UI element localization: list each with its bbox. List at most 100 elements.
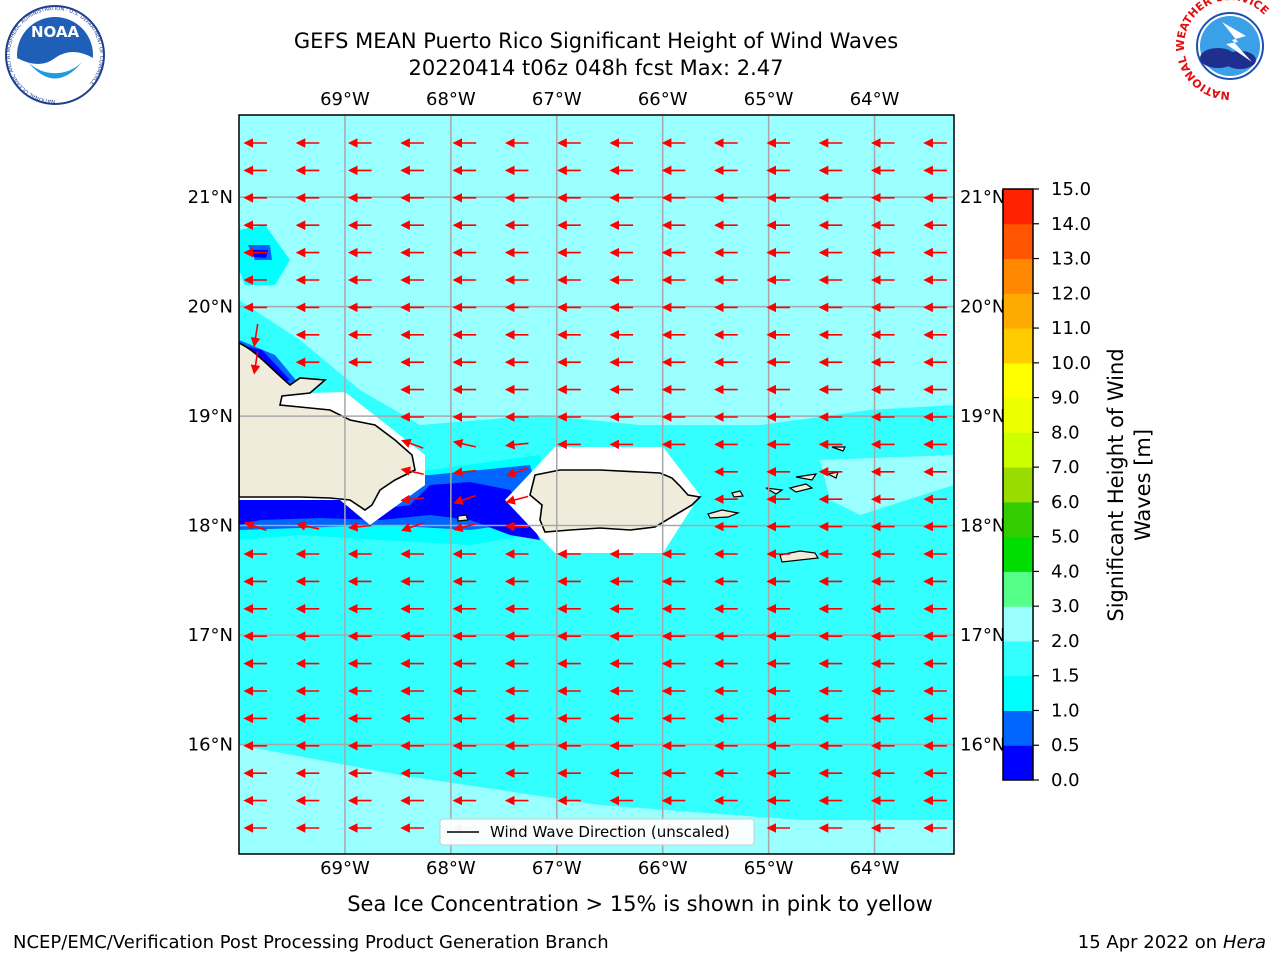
colorbar-tick-label: 14.0	[1051, 214, 1091, 235]
lat-label-right: 20°N	[960, 297, 1005, 318]
arrow-legend: Wind Wave Direction (unscaled)	[439, 818, 755, 846]
colorbar-segment	[1003, 640, 1033, 677]
mona-island	[457, 514, 469, 522]
legend-label: Wind Wave Direction (unscaled)	[490, 823, 730, 841]
colorbar-tick-label: 15.0	[1051, 179, 1091, 200]
wind-arrow	[401, 522, 424, 533]
lat-label-left: 20°N	[188, 297, 233, 318]
puerto-rico-land	[529, 469, 702, 533]
lon-label: 65°W	[744, 89, 794, 110]
st-john-island	[788, 483, 814, 493]
colorbar-tick-label: 1.5	[1051, 666, 1080, 687]
noaa-logo: NOAA NATIONAL OCEANIC AND ATMOSPHERIC AD…	[5, 5, 105, 105]
lon-label: 67°W	[532, 89, 582, 110]
wind-arrow	[401, 438, 424, 449]
lat-label-right: 16°N	[960, 735, 1005, 756]
colorbar-tick-label: 0.0	[1051, 770, 1080, 791]
map-frame	[238, 114, 955, 855]
noaa-logo-text: NOAA	[31, 23, 80, 41]
lon-labels-top: 69°W 68°W 67°W 66°W 65°W 64°W	[320, 89, 900, 110]
colorbar-segment	[1003, 745, 1033, 781]
colorbar-segment	[1003, 675, 1033, 711]
colorbar-tick-label: 12.0	[1051, 283, 1091, 304]
lat-labels-left: 21°N 20°N 19°N 18°N 17°N 16°N	[188, 187, 233, 755]
lat-label-right: 19°N	[960, 406, 1005, 427]
wind-arrow	[504, 521, 529, 532]
colorbar-segment	[1003, 571, 1033, 607]
wave-zone-passage-inner	[239, 482, 540, 540]
wind-wave-arrows	[243, 138, 947, 833]
wind-arrow	[400, 494, 424, 505]
colorbar-tick-label: 10.0	[1051, 353, 1091, 374]
wind-arrow	[453, 494, 476, 505]
colorbar-tick-label: 2.0	[1051, 631, 1080, 652]
footer-date-text: 15 Apr 2022 on	[1077, 932, 1223, 953]
sea-ice-caption: Sea Ice Concentration > 15% is shown in …	[347, 892, 933, 916]
colorbar-tick-label: 3.0	[1051, 596, 1080, 617]
lat-label-left: 18°N	[188, 516, 233, 537]
colorbar-tick-label: 1.0	[1051, 700, 1080, 721]
colorbar-segment	[1003, 467, 1033, 503]
colorbar-tick-label: 7.0	[1051, 457, 1080, 478]
colorbar-tick-label: 5.0	[1051, 527, 1080, 548]
lon-label: 64°W	[850, 858, 900, 879]
colorbar-segment	[1003, 710, 1033, 746]
colorbar-label-line2: Waves [m]	[1131, 429, 1155, 541]
lon-label: 65°W	[744, 858, 794, 879]
colorbar-segment	[1003, 397, 1033, 433]
colorbar-segment	[1003, 501, 1033, 538]
lon-label: 67°W	[532, 858, 582, 879]
wave-zone-east	[820, 455, 954, 515]
wind-arrow	[504, 439, 529, 450]
lat-label-right: 17°N	[960, 625, 1005, 646]
colorbar-tick-label: 9.0	[1051, 388, 1080, 409]
lat-label-left: 16°N	[188, 735, 233, 756]
wind-arrow	[453, 522, 477, 533]
tortola-island	[795, 473, 818, 481]
wind-arrow	[250, 351, 261, 375]
colorbar-segment	[1003, 362, 1033, 399]
colorbar-segment	[1003, 189, 1033, 225]
colorbar-segment	[1003, 606, 1033, 642]
lon-label: 64°W	[850, 89, 900, 110]
lon-labels-bottom: 69°W 68°W 67°W 66°W 65°W 64°W	[320, 858, 900, 879]
lon-label: 69°W	[320, 89, 370, 110]
lat-label-left: 17°N	[188, 625, 233, 646]
wind-arrow	[296, 521, 320, 531]
lat-label-right: 21°N	[960, 187, 1005, 208]
wind-arrow	[400, 466, 424, 476]
wind-arrow	[452, 439, 477, 449]
colorbar-segment	[1003, 293, 1033, 329]
wind-arrow	[348, 522, 372, 532]
anegada-island	[831, 446, 846, 452]
colorbar-tick-label: 6.0	[1051, 492, 1080, 513]
lat-label-left: 19°N	[188, 406, 233, 427]
wave-zone-north	[239, 115, 954, 425]
colorbar-tick-label: 0.5	[1051, 735, 1080, 756]
virgin-gorda-island	[826, 471, 839, 479]
colorbar-tick-label: 11.0	[1051, 318, 1091, 339]
lon-label: 66°W	[638, 89, 688, 110]
colorbar-tick-label: 13.0	[1051, 249, 1091, 270]
lat-label-right: 18°N	[960, 516, 1005, 537]
chart-subtitle: 20220414 t06z 048h fcst Max: 2.47	[409, 56, 784, 80]
colorbar-label-line1: Significant Height of Wind	[1104, 348, 1128, 621]
lon-label: 69°W	[320, 858, 370, 879]
wind-arrow	[452, 467, 477, 477]
lon-label: 68°W	[426, 858, 476, 879]
colorbar-tick-label: 8.0	[1051, 422, 1080, 443]
colorbar-tick-label: 4.0	[1051, 561, 1080, 582]
colorbar: 0.0 0.5 1.0 1.5 2.0 3.0 4.0 5.0 6.0 7.0 8.0 9.0 10.0…	[1002, 179, 1091, 791]
nws-logo: NATIONAL WEATHER SERVICE	[1174, 0, 1276, 102]
chart-title: GEFS MEAN Puerto Rico Significant Height…	[294, 29, 898, 53]
wind-arrow	[505, 495, 529, 505]
vieques-island	[707, 509, 741, 519]
st-thomas-island	[765, 487, 784, 495]
lat-label-left: 21°N	[188, 187, 233, 208]
map-area: Wind Wave Direction (unscaled)	[239, 115, 954, 854]
lon-label: 66°W	[638, 858, 688, 879]
hispaniola-land	[239, 342, 416, 511]
colorbar-segment	[1003, 432, 1033, 468]
gridlines	[239, 115, 954, 854]
footer-host: Hera	[1222, 932, 1266, 953]
